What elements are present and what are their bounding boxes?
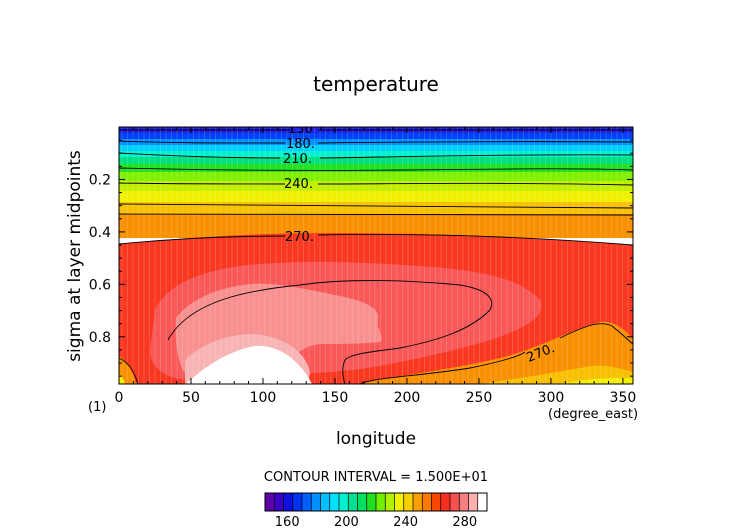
band-yellow [119,191,633,202]
colorbar-swatch [292,493,303,511]
colorbar: 160 200 240 280 [264,492,488,530]
colorbar-swatch [320,493,331,511]
colorbar-swatch [302,493,312,511]
y-tick-label: 0.6 [89,277,111,293]
colorbar-swatch [385,493,395,511]
x-tick-label: 250 [466,390,493,406]
contour-225 [119,167,633,171]
colorbar-swatch [450,493,460,511]
y-axis-title: sigma at layer midpoints [65,150,85,362]
colorbar-swatch [431,493,442,511]
contour-label-270-upper: 270. [285,230,314,245]
contour-180 [119,140,633,144]
contour-240 [119,182,633,186]
band-lime [119,172,633,181]
colorbar-swatch [440,493,451,511]
plot-frame [118,126,634,385]
contour-265 [119,213,633,216]
colorbar-tick-label: 160 [275,515,300,530]
y-axis: 0.2 0.4 0.6 0.8 [89,139,633,377]
colorbar-tick-label: 240 [393,515,418,530]
x-tick-label: 0 [115,390,124,406]
colorbar-swatch [348,493,358,511]
y-tick-label: 0.4 [89,225,111,241]
contour-270-lower-left [119,357,139,384]
colorbar-tick-label: 280 [452,515,477,530]
colorbar-swatch [274,493,284,511]
x-axis: 0 50 100 150 200 250 300 350 [115,127,637,406]
colorbar-swatch [339,493,349,511]
colorbar-swatch [468,493,479,511]
panel-label: (1) [88,400,106,415]
x-axis-title: longitude [336,429,416,449]
contour-210 [119,152,633,159]
colorbar-swatch [477,493,488,511]
colorbar-swatch [283,493,294,511]
x-tick-label: 100 [250,390,277,406]
colorbar-swatch [459,493,469,511]
y-tick-label: 0.8 [89,330,111,346]
band-blue [119,133,633,139]
colorbar-swatch [329,493,340,511]
contour-label-210: 210. [283,152,312,167]
colorbar-swatch [376,493,386,511]
colorbar-swatch [265,493,275,511]
band-yellow-green [119,181,633,191]
contour-label-240: 240. [284,177,313,192]
colorbar-swatch [422,493,432,511]
region-white-max [186,345,312,384]
contour-lines [119,129,633,384]
colorbar-frame [264,492,488,512]
contour-interval-text: CONTOUR INTERVAL = 1.500E+01 [264,470,488,485]
contour-label-150: 150 [288,122,313,137]
region-yellow-lower-right [560,378,633,384]
x-tick-label: 150 [322,390,349,406]
contour-285 [167,280,493,384]
colorbar-tick-label: 200 [334,515,359,530]
band-green [119,164,633,172]
colorbar-swatch [394,493,405,511]
region-orange-lower-left [119,356,136,384]
band-gold [119,202,633,214]
contour-270-lower [359,323,633,384]
colorbar-swatch [403,493,414,511]
colorbar-swatch [311,493,321,511]
colorbar-swatch [357,493,368,511]
colorbar-swatch [413,493,423,511]
x-tick-label: 200 [394,390,421,406]
band-aqua [119,151,633,157]
band-cyan [119,145,633,151]
x-unit-label: (degree_east) [548,407,638,422]
contour-270 [119,233,633,246]
band-teal-green [119,157,633,164]
colorbar-swatch [366,493,377,511]
region-orange-lower-right [360,321,633,384]
chart-title: temperature [313,72,439,96]
contour-field: 150 180. 210. 240. 270. 270. [119,122,633,384]
contour-label-180: 180. [286,137,315,152]
x-tick-label: 350 [610,390,637,406]
x-tick-label: 300 [538,390,565,406]
x-tick-label: 50 [182,390,200,406]
y-tick-label: 0.2 [89,172,111,188]
